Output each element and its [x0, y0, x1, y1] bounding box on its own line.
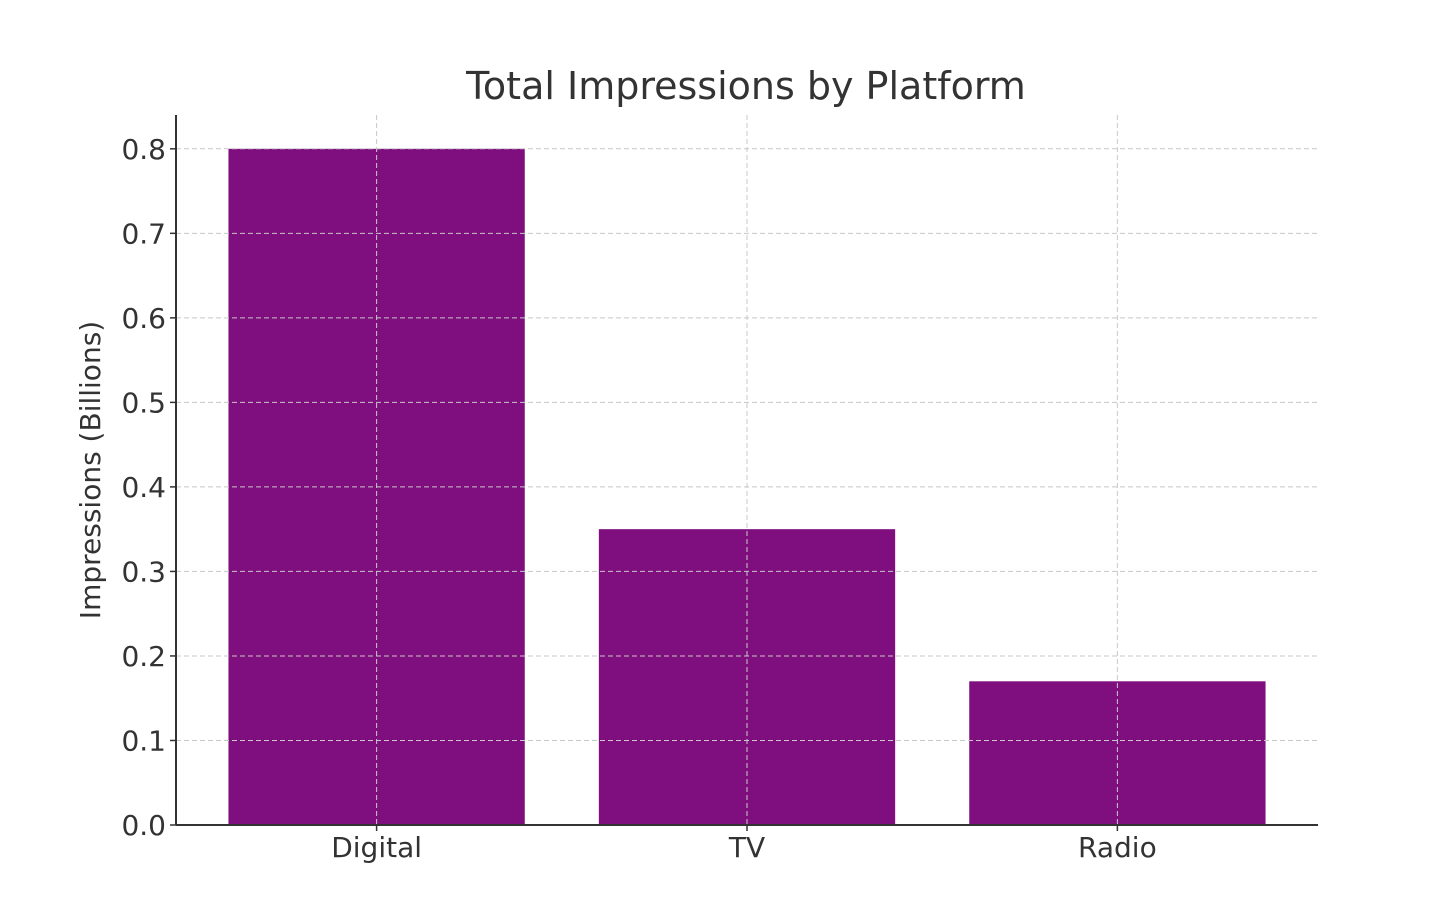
y-tick-label: 0.4 — [121, 471, 166, 504]
chart-title: Total Impressions by Platform — [465, 64, 1026, 108]
bar-radio — [969, 681, 1266, 825]
y-tick-label: 0.2 — [121, 640, 166, 673]
y-tick-label: 0.3 — [121, 555, 166, 588]
y-tick-label: 0.1 — [121, 724, 166, 757]
y-tick-label: 0.7 — [121, 217, 166, 250]
y-tick-label: 0.6 — [121, 302, 166, 335]
y-tick-label: 0.0 — [121, 809, 166, 842]
y-tick-label: 0.5 — [121, 386, 166, 419]
y-tick-label: 0.8 — [121, 133, 166, 166]
x-tick-label: TV — [728, 831, 765, 864]
x-tick-label: Radio — [1078, 831, 1157, 864]
y-axis-label: Impressions (Billions) — [74, 321, 107, 619]
x-tick-label: Digital — [331, 831, 422, 864]
